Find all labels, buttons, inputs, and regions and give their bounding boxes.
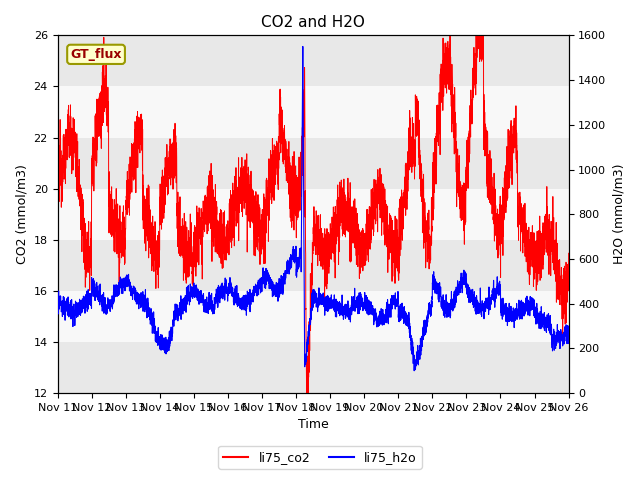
Bar <box>58 342 568 393</box>
Bar <box>58 138 568 189</box>
Y-axis label: H2O (mmol/m3): H2O (mmol/m3) <box>612 164 625 264</box>
Legend: li75_co2, li75_h2o: li75_co2, li75_h2o <box>218 446 422 469</box>
Bar <box>58 240 568 291</box>
Bar <box>58 291 568 342</box>
Bar <box>58 36 568 86</box>
Title: CO2 and H2O: CO2 and H2O <box>261 15 365 30</box>
X-axis label: Time: Time <box>298 419 328 432</box>
Bar <box>58 86 568 138</box>
Text: GT_flux: GT_flux <box>70 48 122 61</box>
Y-axis label: CO2 (mmol/m3): CO2 (mmol/m3) <box>15 164 28 264</box>
Bar <box>58 189 568 240</box>
